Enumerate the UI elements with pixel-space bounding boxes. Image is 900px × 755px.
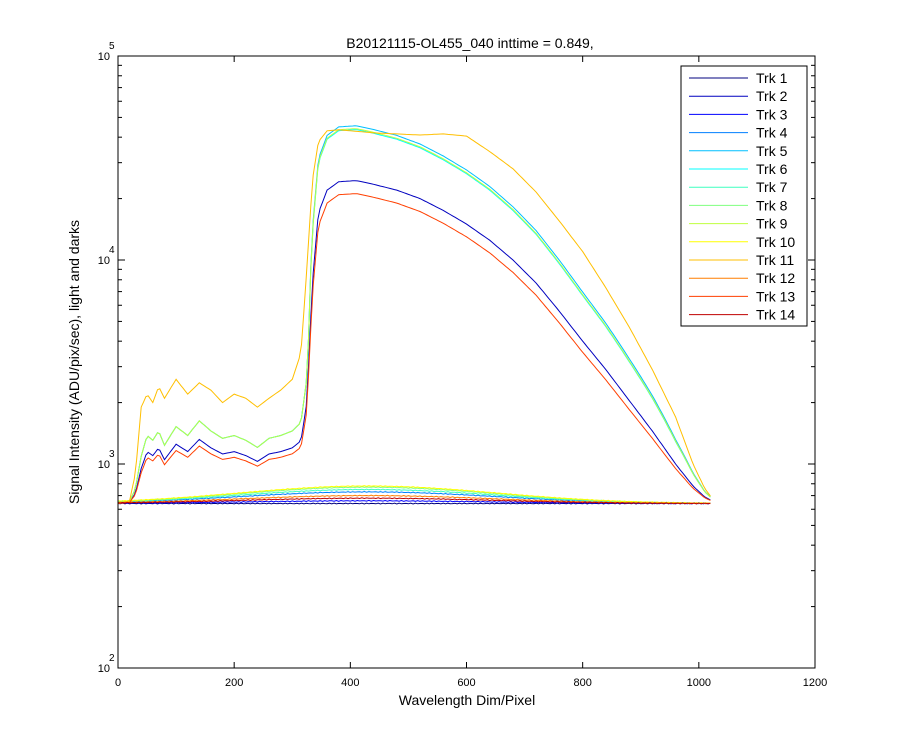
legend-label-1: Trk 1 bbox=[756, 70, 788, 86]
legend-label-14: Trk 14 bbox=[756, 307, 795, 323]
y-tick-label-base: 10 bbox=[98, 255, 110, 267]
legend-label-9: Trk 9 bbox=[756, 216, 788, 232]
series-line-2 bbox=[117, 180, 711, 504]
y-tick-label-exp: 5 bbox=[109, 41, 115, 52]
legend-label-13: Trk 13 bbox=[756, 288, 795, 304]
x-axis-label: Wavelength Dim/Pixel bbox=[399, 692, 535, 708]
x-tick-label: 600 bbox=[457, 677, 475, 689]
legend-label-7: Trk 7 bbox=[756, 179, 788, 195]
y-tick-label-exp: 4 bbox=[109, 245, 115, 256]
y-tick-label-base: 10 bbox=[98, 663, 110, 675]
x-tick-label: 800 bbox=[573, 677, 591, 689]
legend-label-11: Trk 11 bbox=[756, 252, 794, 268]
legend-label-8: Trk 8 bbox=[756, 197, 788, 213]
series-line-13 bbox=[117, 193, 711, 504]
x-tick-label: 1000 bbox=[687, 677, 711, 689]
x-tick-label: 200 bbox=[225, 677, 243, 689]
x-tick-label: 0 bbox=[115, 677, 121, 689]
y-axis-label: Signal Intensity (ADU/pix/sec), light an… bbox=[66, 220, 82, 504]
y-tick-label-base: 10 bbox=[98, 51, 110, 63]
series-line-10 bbox=[117, 485, 711, 504]
legend-label-3: Trk 3 bbox=[756, 106, 788, 122]
y-tick-label-base: 10 bbox=[98, 459, 110, 471]
series-line-11 bbox=[117, 129, 711, 504]
series-layer bbox=[117, 125, 711, 505]
legend-box bbox=[680, 65, 808, 327]
series-line-9 bbox=[117, 128, 711, 504]
legend-label-12: Trk 12 bbox=[756, 270, 795, 286]
x-tick-label: 1200 bbox=[803, 677, 827, 689]
legend-label-10: Trk 10 bbox=[756, 234, 795, 250]
y-tick-label-exp: 3 bbox=[109, 449, 115, 460]
legend-label-6: Trk 6 bbox=[756, 161, 788, 177]
legend-label-2: Trk 2 bbox=[756, 88, 788, 104]
legend-label-5: Trk 5 bbox=[756, 143, 788, 159]
chart-title: B20121115-OL455_040 inttime = 0.849, bbox=[346, 35, 593, 51]
series-line-14 bbox=[117, 497, 711, 505]
y-tick-label-exp: 2 bbox=[109, 653, 115, 664]
legend-label-4: Trk 4 bbox=[756, 125, 788, 141]
x-tick-label: 400 bbox=[341, 677, 359, 689]
legend: Trk 1 Trk 2 Trk 3 Trk 4 Trk 5 Trk 6 Trk 7 Trk 8… bbox=[680, 65, 808, 327]
